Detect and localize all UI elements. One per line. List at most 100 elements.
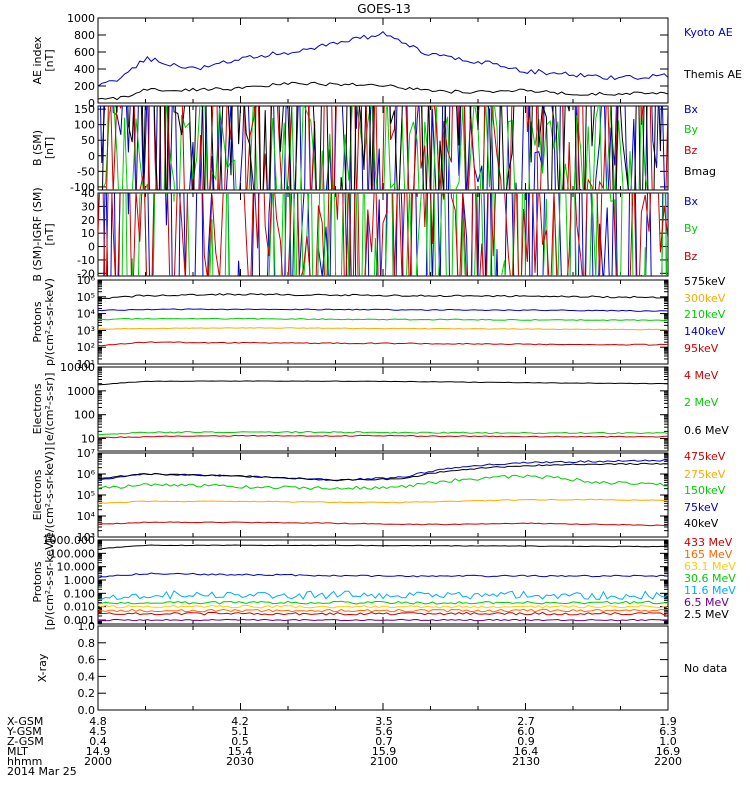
orbit-value: 0.5 xyxy=(231,735,249,748)
series-line xyxy=(98,604,668,609)
series-line xyxy=(98,572,668,579)
y-axis-label: AE index[nT] xyxy=(31,36,56,85)
legend-label: 210keV xyxy=(684,308,726,321)
orbit-value: 1.9 xyxy=(659,715,677,728)
y-tick-label: 1.000 xyxy=(64,574,96,587)
panel-1: 0 200 400 600 800 1000 AE index[nT] Kyoto AE The… xyxy=(31,12,742,110)
y-axis-label-line: Electrons xyxy=(31,469,44,520)
series-line xyxy=(106,106,668,190)
y-axis-label-line: Protons xyxy=(31,561,44,602)
legend-label: 2.5 MeV xyxy=(684,608,729,621)
y-tick-label: 1000.000 xyxy=(43,534,96,547)
y-tick-label: 0.0 xyxy=(78,704,96,717)
legend-label: 2 MeV xyxy=(684,396,719,409)
legend-label: 140keV xyxy=(684,325,726,338)
series-line xyxy=(98,611,668,616)
y-tick-label: 40 xyxy=(81,187,95,200)
y-tick-label: -20 xyxy=(77,267,95,280)
legend-label: 475keV xyxy=(684,450,726,463)
y-tick-label: 0 xyxy=(88,241,95,254)
orbit-value: 5.6 xyxy=(375,725,393,738)
y-tick-label: -50 xyxy=(77,165,95,178)
y-axis-label: Electrons[e/(cm²-s-sr-keV)] xyxy=(31,447,56,543)
y-tick-label: 10⁴ xyxy=(77,308,96,321)
orbit-value: 0.4 xyxy=(89,735,107,748)
orbit-value: 2130 xyxy=(512,755,540,768)
orbit-value: 6.3 xyxy=(659,725,677,738)
series-line xyxy=(98,544,668,550)
series-line xyxy=(98,498,668,504)
orbit-value: 6.0 xyxy=(517,725,535,738)
y-tick-label: 10⁵ xyxy=(77,489,95,502)
y-tick-label: -100 xyxy=(70,181,95,194)
legend-label: Bz xyxy=(684,144,698,157)
series-line xyxy=(98,459,668,482)
series-line xyxy=(98,317,668,322)
orbit-value: 2000 xyxy=(84,755,112,768)
y-tick-label: 150 xyxy=(74,103,95,116)
y-tick-label: 10.000 xyxy=(57,561,96,574)
series-line xyxy=(98,341,668,347)
legend-label: 63.1 MeV xyxy=(684,560,736,573)
y-tick-label: 10⁷ xyxy=(77,447,95,460)
panel-8: 0.0 0.2 0.4 0.6 0.8 1.0 X-ray No data xyxy=(36,620,727,717)
orbit-value: 2200 xyxy=(654,755,682,768)
y-tick-label: 400 xyxy=(74,63,95,76)
series-line xyxy=(98,430,668,436)
series-line xyxy=(98,618,668,622)
legend-label: By xyxy=(684,123,699,136)
legend-label: 575keV xyxy=(684,275,726,288)
series-line xyxy=(99,106,666,190)
y-tick-label: 100.000 xyxy=(50,547,96,560)
legend-label: 165 MeV xyxy=(684,548,733,561)
y-axis-label-line: Electrons xyxy=(31,383,44,434)
y-tick-label: 50 xyxy=(81,134,95,147)
y-axis-label-line: [nT] xyxy=(43,223,56,245)
orbit-value: 2.7 xyxy=(517,715,535,728)
y-axis-label-line: Protons xyxy=(31,301,44,342)
y-tick-label: 10² xyxy=(77,341,95,354)
y-axis-label: Protons[p/(cm²-s-sr-keV)] xyxy=(31,534,56,631)
legend-label: 40keV xyxy=(684,517,719,530)
y-tick-label: 10 xyxy=(81,433,95,446)
orbit-value: 4.5 xyxy=(89,725,107,738)
y-tick-label: 10³ xyxy=(77,531,95,544)
panel-frame xyxy=(97,539,669,625)
orbit-value: 0.9 xyxy=(517,735,535,748)
orbit-value: 16.9 xyxy=(656,745,681,758)
legend-label: 6.5 MeV xyxy=(684,596,729,609)
y-tick-label: 100 xyxy=(74,409,95,422)
legend-label: 11.6 MeV xyxy=(684,584,736,597)
y-tick-label: 600 xyxy=(74,46,95,59)
legend-label: 75keV xyxy=(684,501,719,514)
legend-label: 0.6 MeV xyxy=(684,424,729,437)
y-tick-label: 1000 xyxy=(67,12,95,25)
no-data-note: No data xyxy=(684,662,727,675)
y-axis-label-line: X-ray xyxy=(36,653,49,682)
y-tick-label: 0.001 xyxy=(64,614,96,627)
series-line xyxy=(98,608,668,613)
y-tick-label: 20 xyxy=(81,214,95,227)
y-tick-label: 0.4 xyxy=(78,670,96,683)
legend-label: 150keV xyxy=(684,484,726,497)
series-line xyxy=(98,293,668,300)
y-tick-label: 10⁵ xyxy=(77,291,95,304)
y-tick-label: 100 xyxy=(74,119,95,132)
legend-label: 30.6 MeV xyxy=(684,572,736,585)
y-tick-label: 10 xyxy=(81,227,95,240)
series-line xyxy=(98,590,668,601)
orbit-value: 2030 xyxy=(226,755,254,768)
orbit-value: 0.7 xyxy=(375,735,393,748)
y-tick-label: 0.100 xyxy=(64,587,96,600)
y-axis-label: B (SM)-IGRF (SM)[nT] xyxy=(31,187,56,281)
legend-label: Bz xyxy=(684,250,698,263)
y-axis-label-line: [e/(cm²-s-sr-keV)] xyxy=(43,447,56,543)
orbit-row-label: X-GSM xyxy=(7,715,43,728)
legend-label: Themis AE xyxy=(683,68,742,81)
series-line xyxy=(98,193,668,276)
y-tick-label: 0.010 xyxy=(64,601,96,614)
orbit-value: 14.9 xyxy=(86,745,111,758)
